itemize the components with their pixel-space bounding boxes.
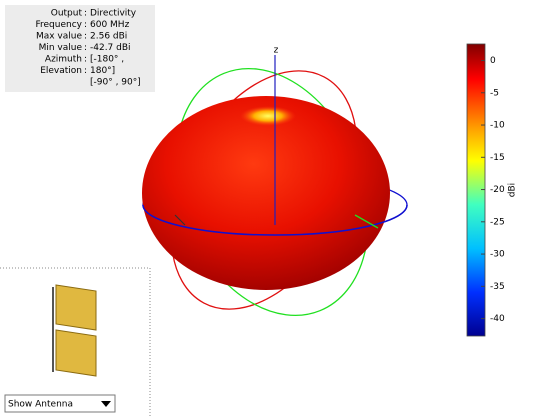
info-value: [-180° , [90,55,124,65]
info-value: Directivity [90,9,137,19]
info-value: 2.56 dBi [90,32,127,42]
dropdown-text[interactable]: Show Antenna [8,400,73,410]
antenna-panel [0,267,151,418]
info-value: [-90° , 90°] [90,78,141,88]
tick-label: -5 [490,88,499,98]
info-label: Output [51,9,83,19]
info-label: Elevation [40,66,82,76]
info-value: -42.7 dBi [90,43,131,53]
info-value: 180°] [90,66,115,76]
info-colon: : [84,20,87,30]
info-label: Min value [39,43,83,53]
tick-label: 0 [490,56,496,66]
info-label: Azimuth [45,55,82,65]
info-colon: : [84,66,87,76]
tick-label: -25 [490,217,505,227]
tick-label: -15 [490,153,505,163]
colorbar-label: dBi [508,183,518,197]
antenna-patch [55,329,97,377]
tick-label: -30 [490,250,505,260]
antenna-patch [55,284,97,331]
colorbar-ticks: 0 -5 -10 -15 -20 -25 -30 -35 -40 [481,56,505,324]
y-axis [354,214,379,229]
pattern-surface [142,96,390,290]
tick-label: -10 [490,121,505,131]
info-label: Frequency [36,20,83,30]
info-colon: : [84,55,87,65]
info-colon: : [84,43,87,53]
axis-label: z [274,46,279,56]
tick-label: -20 [490,185,505,195]
dropdown-arrow[interactable] [101,401,111,407]
info-panel [5,5,155,92]
info-value: 600 MHz [90,20,130,30]
tick-label: -40 [490,314,505,324]
info-colon: : [84,9,87,19]
azimuth-ring-front [142,204,408,236]
x-axis [174,214,186,226]
tick-label: -35 [490,282,505,292]
info-colon: : [84,32,87,42]
dropdown[interactable] [4,394,116,413]
info-label: Max value [36,32,83,42]
pattern-peak [240,106,296,126]
